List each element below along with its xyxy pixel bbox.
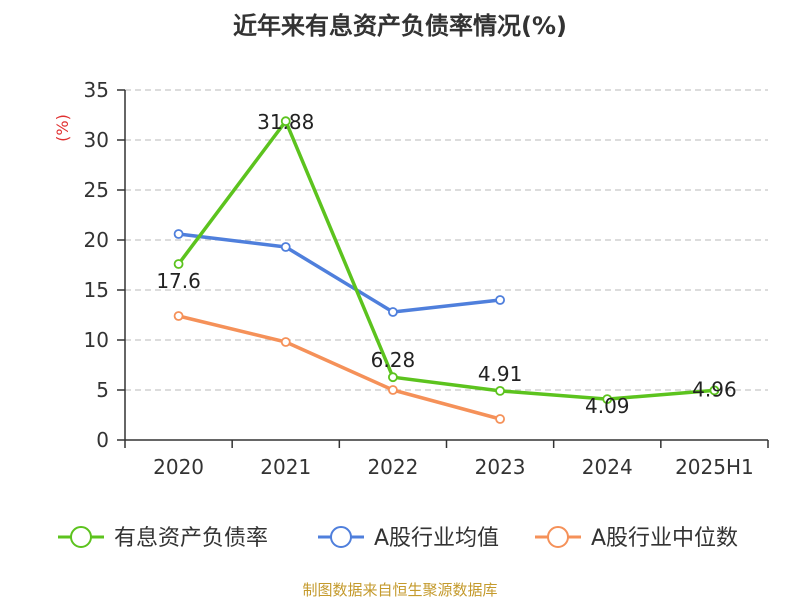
series-point-0: [173, 259, 184, 269]
legend-label: 有息资产负债率: [114, 526, 268, 551]
y-tick-label: 10: [84, 328, 109, 352]
legend-label: A股行业中位数: [591, 526, 738, 551]
series-point-2: [495, 414, 505, 424]
data-label: 4.96: [692, 377, 737, 401]
data-label: 17.6: [156, 269, 201, 293]
legend-label: A股行业均值: [374, 526, 499, 551]
series-line-1: [178, 232, 501, 314]
source-note: 制图数据来自恒生聚源数据库: [302, 581, 497, 599]
series-line-0: [177, 119, 715, 401]
series-point-2: [280, 337, 291, 347]
legend-marker: [70, 526, 92, 548]
x-tick-label: 2024: [582, 455, 633, 479]
gridlines: [125, 89, 768, 391]
series-point-0: [602, 394, 613, 405]
chart-title: 近年来有息资产负债率情况(%): [233, 12, 567, 40]
x-tick-label: 2020: [153, 455, 204, 479]
series-point-0: [388, 372, 398, 383]
y-tick-label: 5: [96, 378, 109, 402]
x-tick-label: 2023: [475, 455, 526, 479]
y-tick-label: 25: [84, 178, 109, 202]
legend: 有息资产负债率 A股行业均值 A股行业中位数: [58, 526, 738, 551]
data-label: 4.91: [478, 362, 523, 386]
y-tick-label: 35: [84, 78, 109, 102]
series-point-1: [280, 242, 291, 252]
series-point-0: [280, 116, 291, 127]
axes: 0 5 10 15 20 25 30 35 2020 2021 2022 2023 2024 2025H1: [84, 78, 769, 479]
y-tick-label: 30: [84, 128, 109, 152]
y-axis-label: (%): [53, 114, 72, 142]
series-line-2: [178, 314, 501, 421]
series-point-1: [388, 307, 398, 317]
data-labels: 17.6 31.88 6.28 4.91 4.09 4.96: [156, 110, 736, 418]
x-tick-label: 2021: [260, 455, 311, 479]
legend-marker: [330, 526, 352, 548]
y-tick-label: 0: [96, 428, 109, 452]
series-point-0: [709, 385, 720, 396]
series-point-1: [495, 295, 505, 305]
x-tick-label: 2025H1: [675, 455, 754, 479]
series-point-2: [388, 385, 398, 395]
data-label: 6.28: [371, 348, 416, 372]
legend-marker: [547, 526, 569, 548]
series-point-0: [495, 385, 505, 396]
y-tick-label: 15: [84, 278, 109, 302]
data-label: 4.09: [585, 394, 630, 418]
series-point-2: [173, 311, 184, 321]
x-tick-label: 2022: [367, 455, 418, 479]
y-tick-label: 20: [84, 228, 109, 252]
data-label: 31.88: [257, 110, 314, 134]
series-layer: [173, 116, 720, 424]
series-point-1: [173, 229, 184, 239]
